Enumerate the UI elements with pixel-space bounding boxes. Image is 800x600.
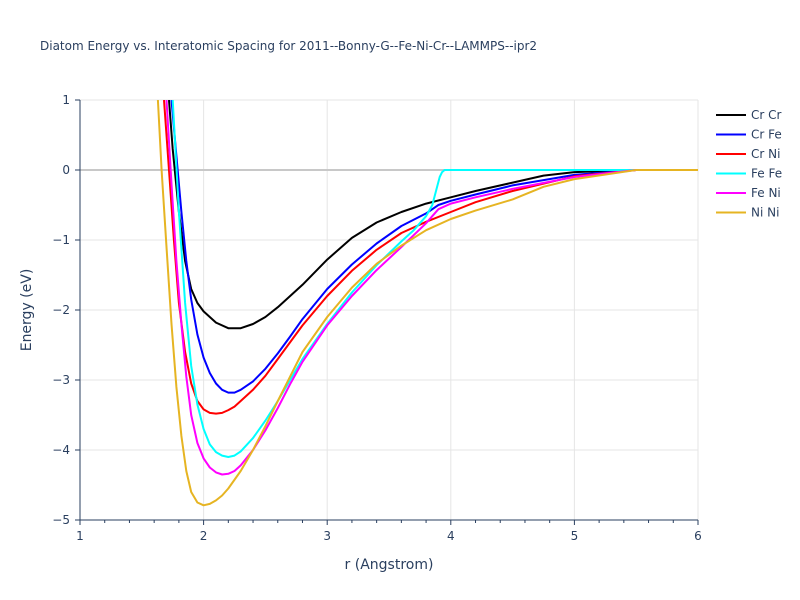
y-tick-label: −5 xyxy=(52,513,70,527)
x-tick-label: 6 xyxy=(694,529,702,543)
chart-title: Diatom Energy vs. Interatomic Spacing fo… xyxy=(40,39,537,53)
series-line-fe-ni xyxy=(165,100,698,476)
x-tick-label: 2 xyxy=(200,529,208,543)
legend-item-cr-cr[interactable]: Cr Cr xyxy=(716,108,782,122)
x-tick-label: 5 xyxy=(571,529,579,543)
legend-item-fe-ni[interactable]: Fe Ni xyxy=(716,186,781,200)
legend-label: Ni Ni xyxy=(751,206,779,220)
y-tick-label: −2 xyxy=(52,303,70,317)
y-tick-label: −3 xyxy=(52,373,70,387)
grid xyxy=(80,99,699,520)
legend-label: Cr Cr xyxy=(751,108,782,122)
series-line-cr-ni xyxy=(163,100,698,415)
series-lines xyxy=(156,100,698,507)
legend-item-ni-ni[interactable]: Ni Ni xyxy=(716,206,779,220)
x-tick-label: 3 xyxy=(323,529,331,543)
legend-item-fe-fe[interactable]: Fe Fe xyxy=(716,167,782,181)
series-line-fe-fe xyxy=(171,100,698,458)
legend-label: Fe Ni xyxy=(751,186,781,200)
y-tick-label: 1 xyxy=(62,93,70,107)
legend[interactable]: Cr Cr Cr Fe Cr Ni Fe Fe Fe Ni Ni Ni xyxy=(716,108,782,220)
legend-item-cr-fe[interactable]: Cr Fe xyxy=(716,128,782,142)
y-tick-label: −4 xyxy=(52,443,70,457)
y-tick-label: −1 xyxy=(52,233,70,247)
series-line-cr-fe xyxy=(170,100,698,394)
y-axis-ticks: −5 −4 −3 −2 −1 0 1 xyxy=(52,93,80,527)
legend-item-cr-ni[interactable]: Cr Ni xyxy=(716,147,780,161)
legend-label: Fe Fe xyxy=(751,167,782,181)
y-tick-label: 0 xyxy=(62,163,70,177)
x-axis-ticks: 1 2 3 4 5 6 xyxy=(76,520,702,543)
x-tick-label: 4 xyxy=(447,529,455,543)
series-line-cr-cr xyxy=(168,100,698,330)
x-tick-label: 1 xyxy=(76,529,84,543)
x-axis-label: r (Angstrom) xyxy=(345,557,434,573)
legend-label: Cr Fe xyxy=(751,128,782,142)
legend-label: Cr Ni xyxy=(751,147,780,161)
y-axis-label: Energy (eV) xyxy=(19,269,35,352)
series-line-ni-ni xyxy=(156,100,698,507)
